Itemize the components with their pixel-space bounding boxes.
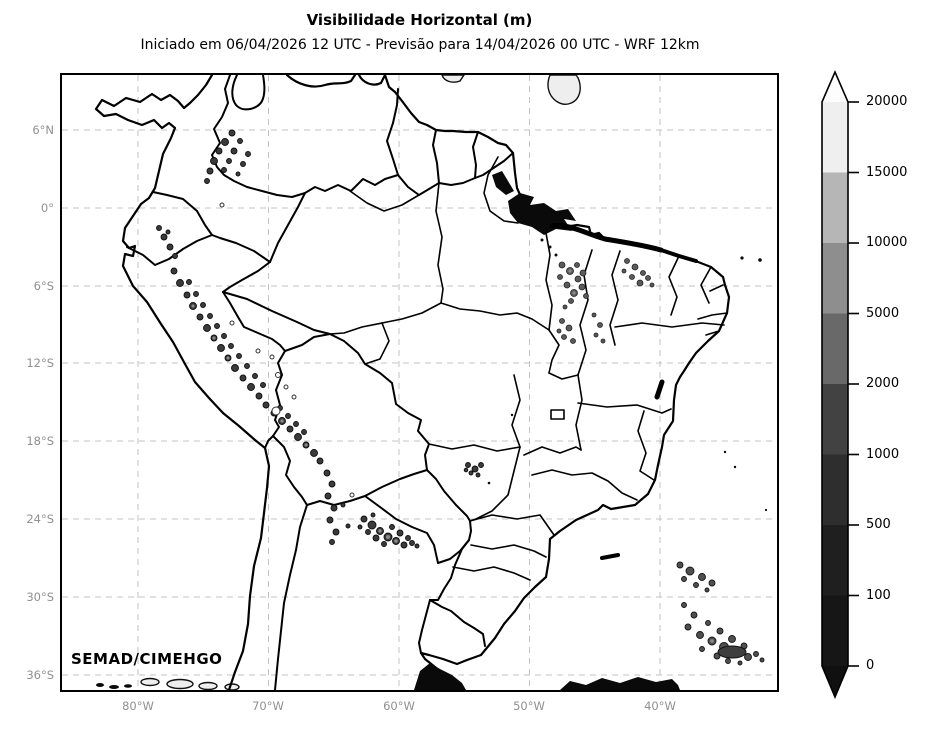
colorbar-segment bbox=[822, 384, 848, 455]
speckle-dots bbox=[487, 238, 768, 512]
ocean-contour-blobs bbox=[140, 75, 581, 690]
lat-tick-label: 18°S bbox=[26, 434, 54, 448]
lon-tick-label: 70°W bbox=[252, 699, 284, 713]
credit-label: SEMAD/CIMEHGO bbox=[71, 650, 223, 668]
colorbar-tick-label: 0 bbox=[866, 658, 875, 673]
gridlines bbox=[62, 75, 777, 690]
map-frame: SEMAD/CIMEHGO bbox=[60, 73, 779, 692]
figure-title: Visibilidade Horizontal (m) bbox=[306, 11, 533, 29]
lat-tick-label: 12°S bbox=[26, 356, 54, 370]
colorbar-segment bbox=[822, 172, 848, 243]
colorbar-segment bbox=[822, 102, 848, 173]
lat-tick-label: 24°S bbox=[26, 512, 54, 526]
colorbar-extend-under bbox=[822, 666, 848, 697]
colorbar-segment bbox=[822, 595, 848, 666]
colorbar-tick-label: 1000 bbox=[866, 446, 900, 462]
colorbar-segment bbox=[822, 313, 848, 384]
colorbar-segment bbox=[822, 525, 848, 596]
lon-tick-label: 50°W bbox=[513, 699, 545, 713]
map-svg bbox=[62, 75, 777, 690]
distrito-federal-outline bbox=[550, 409, 565, 420]
colorbar-tick-label: 10000 bbox=[866, 235, 908, 250]
speckles-light-cores bbox=[191, 269, 738, 655]
atlantic-blob-large bbox=[717, 645, 747, 659]
colorbar-tick-label: 20000 bbox=[866, 94, 908, 109]
state-borders bbox=[329, 156, 728, 581]
lon-tick-label: 80°W bbox=[122, 699, 154, 713]
colorbar-tick-label: 500 bbox=[866, 517, 891, 532]
country-borders bbox=[126, 75, 514, 690]
lon-tick-label: 60°W bbox=[383, 699, 415, 713]
speckles-dark bbox=[156, 129, 484, 549]
colorbar-tick-label: 5000 bbox=[866, 305, 900, 321]
colorbar-tick-label: 100 bbox=[866, 587, 891, 603]
speckles-northeast bbox=[556, 258, 655, 344]
colorbar bbox=[821, 69, 859, 700]
lake-maracaibo bbox=[231, 75, 266, 111]
colorbar-tick-label: 2000 bbox=[866, 376, 900, 391]
lat-tick-label: 6°S bbox=[33, 279, 54, 293]
colorbar-ticks bbox=[848, 101, 859, 667]
speckle-rings bbox=[219, 202, 355, 498]
lat-tick-label: 0° bbox=[40, 201, 54, 215]
figure-subtitle: Iniciado em 06/04/2026 12 UTC - Previsão… bbox=[140, 37, 700, 53]
coastline bbox=[94, 75, 731, 690]
lat-tick-label: 6°N bbox=[32, 123, 54, 137]
coast-emphasis bbox=[549, 222, 698, 560]
lat-tick-label: 30°S bbox=[26, 590, 54, 604]
lat-tick-label: 36°S bbox=[26, 668, 54, 682]
lon-tick-label: 40°W bbox=[644, 699, 676, 713]
colorbar-tick-label: 15000 bbox=[866, 164, 908, 180]
colorbar-segment bbox=[822, 454, 848, 525]
colorbar-extend-over bbox=[822, 72, 848, 102]
colorbar-segment bbox=[822, 243, 848, 314]
